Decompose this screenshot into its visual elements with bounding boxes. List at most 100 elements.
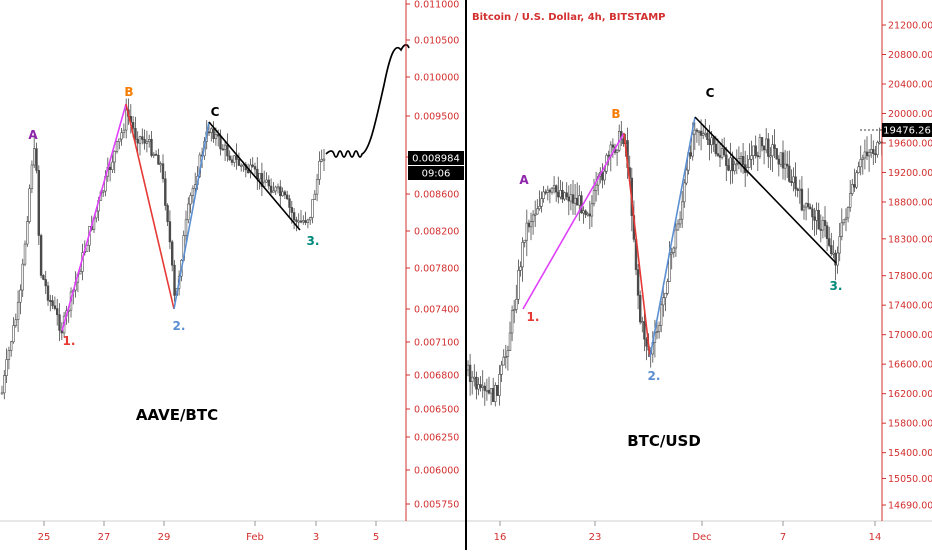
btc-candle-body xyxy=(508,332,512,351)
btc-candle-body xyxy=(659,304,663,326)
right-x-tick-label: 14 xyxy=(869,532,882,543)
btc-candle-body xyxy=(840,222,844,237)
btc-candle-body xyxy=(485,390,489,392)
btc-candle-body xyxy=(785,163,789,167)
btc-candle-body xyxy=(869,149,873,153)
aave-candle-body xyxy=(14,319,17,326)
aave-candle-body xyxy=(35,148,38,171)
btc-candle-body xyxy=(475,376,478,390)
btc-candle-body xyxy=(489,388,493,394)
aave-countdown-tag xyxy=(408,166,464,180)
btc-candle-body xyxy=(806,203,810,208)
btc-candle-body xyxy=(533,213,537,216)
right-y-tick-label: 20400.00 xyxy=(888,79,932,90)
btc-candle-body xyxy=(714,143,718,154)
btc-candle-body xyxy=(804,203,808,208)
left-y-tick-label: 0.007400 xyxy=(414,305,459,316)
aave-candle-body xyxy=(55,308,59,316)
aave-btc-candles xyxy=(0,98,326,400)
btc-candle-body xyxy=(552,185,556,189)
btc-candle-body xyxy=(832,252,835,255)
btc-candle-body xyxy=(519,266,522,271)
btc-candle-body xyxy=(735,163,739,166)
btc-candle-body xyxy=(636,269,640,296)
left-y-tick-label: 0.011000 xyxy=(414,0,459,11)
aave-candle-body xyxy=(118,138,121,142)
btc-candle-body xyxy=(706,132,709,141)
btc-candle-body xyxy=(848,193,852,208)
aave-wave-label: B xyxy=(124,85,133,99)
right-y-tick-label: 20800.00 xyxy=(888,50,932,61)
aave-candle-body xyxy=(272,190,275,193)
btc-candle-body xyxy=(798,188,802,191)
btc-candle-body xyxy=(590,203,594,217)
aave-candle-body xyxy=(246,169,250,173)
btc-candle-body xyxy=(777,158,781,165)
aave-candle-body xyxy=(207,131,211,134)
btc-wave-label: B xyxy=(611,107,620,121)
aave-price-tag xyxy=(408,151,464,165)
aave-candle-body xyxy=(26,221,29,245)
btc-candle-body xyxy=(790,181,793,183)
btc-candle-body xyxy=(477,384,480,390)
btc-candle-body xyxy=(643,321,646,340)
btc-candle-body xyxy=(857,166,860,173)
aave-candle-body xyxy=(131,122,135,129)
aave-candle-body xyxy=(299,220,303,223)
btc-candle-body xyxy=(876,142,879,156)
btc-wave-label: 1. xyxy=(527,310,540,324)
btc-candle-body xyxy=(775,148,778,160)
left-y-tick-label: 0.010000 xyxy=(414,73,459,84)
btc-candle-body xyxy=(779,152,783,165)
btc-candle-body xyxy=(561,189,564,200)
btc-wave-label: C xyxy=(706,86,715,100)
btc-candle-body xyxy=(739,156,743,159)
aave-candle-body xyxy=(318,160,321,180)
btc-candle-body xyxy=(802,206,806,211)
aave-candle-body xyxy=(46,285,50,301)
btc-candle-body xyxy=(491,388,495,402)
aave-wave-label: 3. xyxy=(307,234,320,248)
btc-candle-body xyxy=(838,236,841,254)
aave-overlay-label: AAVE/BTC xyxy=(136,406,218,424)
btc-candle-body xyxy=(851,184,854,194)
btc-wave-label: 3. xyxy=(830,279,843,293)
btc-candle-body xyxy=(678,218,682,225)
btc-candle-body xyxy=(815,209,818,221)
right-x-tick-label: 16 xyxy=(494,532,507,543)
aave-candle-body xyxy=(308,217,312,221)
btc-candle-body xyxy=(666,281,669,294)
btc-candle-body xyxy=(821,220,825,231)
aave-candle-body xyxy=(10,341,13,351)
right-y-tick-label: 15050.00 xyxy=(888,474,932,485)
left-y-tick-label: 0.008600 xyxy=(414,190,459,201)
aave-candle-body xyxy=(290,207,293,213)
btc-candle-body xyxy=(655,331,659,333)
btc-candle-body xyxy=(855,172,858,188)
btc-candle-body xyxy=(607,154,610,157)
aave-candle-body xyxy=(313,193,316,200)
btc-candle-body xyxy=(712,137,715,145)
btc-candle-body xyxy=(496,384,499,396)
aave-candle-body xyxy=(274,186,277,192)
btc-candle-body xyxy=(842,219,846,224)
btc-candle-body xyxy=(716,153,720,156)
btc-candle-body xyxy=(603,170,606,181)
btc-candle-body xyxy=(601,171,604,181)
aave-candle-body xyxy=(58,314,61,331)
aave-candle-body xyxy=(173,264,176,296)
btc-candle-body xyxy=(695,129,699,132)
aave-candle-body xyxy=(111,161,114,170)
btc-candle-body xyxy=(722,148,726,156)
btc-candle-body xyxy=(542,191,545,199)
btc-candle-body xyxy=(676,223,680,231)
btc-candle-body xyxy=(701,133,705,136)
btc-candle-body xyxy=(844,217,848,220)
aave-candle-body xyxy=(217,134,220,137)
btc-candle-body xyxy=(846,206,850,219)
right-y-tick-label: 19600.00 xyxy=(888,138,932,149)
left-y-tick-label: 0.005750 xyxy=(414,500,459,511)
btc-candle-body xyxy=(830,245,833,255)
